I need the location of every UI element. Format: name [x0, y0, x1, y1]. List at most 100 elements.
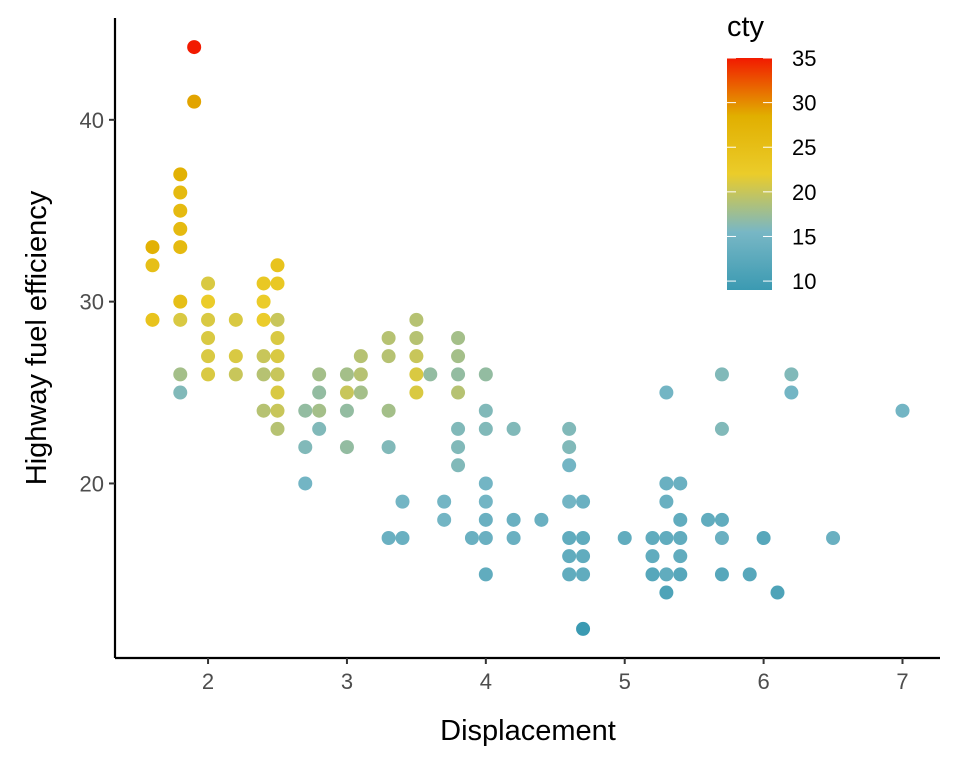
data-point: [339, 403, 354, 418]
data-point: [145, 258, 160, 273]
data-point: [173, 367, 188, 382]
legend-tick-label: 20: [792, 180, 816, 205]
data-point: [256, 349, 271, 364]
data-point: [173, 240, 188, 255]
y-tick-label: 30: [80, 290, 104, 315]
data-point: [145, 312, 160, 327]
data-point: [645, 549, 660, 564]
data-point: [298, 440, 313, 455]
points-layer: [145, 40, 910, 636]
data-point: [228, 367, 243, 382]
data-point: [478, 367, 493, 382]
data-point: [381, 331, 396, 345]
data-point: [576, 549, 591, 564]
data-point: [714, 567, 729, 582]
data-point: [506, 531, 521, 545]
data-point: [645, 567, 660, 582]
data-point: [256, 403, 271, 418]
x-tick-label: 7: [896, 669, 908, 694]
data-point: [187, 94, 202, 109]
data-point: [381, 403, 396, 418]
data-point: [451, 421, 466, 436]
data-point: [562, 494, 577, 509]
data-point: [256, 294, 271, 309]
data-point: [478, 403, 493, 418]
data-point: [478, 567, 493, 582]
data-point: [395, 494, 410, 509]
data-point: [770, 585, 785, 600]
data-point: [451, 440, 466, 455]
data-point: [409, 331, 424, 345]
data-point: [339, 367, 354, 382]
data-point: [478, 476, 493, 491]
data-point: [534, 512, 549, 527]
data-point: [201, 312, 216, 327]
data-point: [701, 512, 716, 527]
data-point: [409, 349, 424, 364]
data-point: [256, 312, 271, 327]
data-point: [270, 349, 285, 364]
data-point: [270, 312, 285, 327]
data-point: [270, 258, 285, 273]
data-point: [173, 203, 188, 218]
data-point: [256, 276, 271, 291]
data-point: [478, 512, 493, 527]
x-tick-label: 5: [619, 669, 631, 694]
legend-tick-label: 30: [792, 91, 816, 116]
y-tick-label: 20: [80, 471, 104, 496]
data-point: [409, 312, 424, 327]
data-point: [173, 312, 188, 327]
data-point: [714, 367, 729, 382]
y-ticks: 20 30 40: [80, 108, 115, 496]
data-point: [270, 331, 285, 345]
data-point: [381, 440, 396, 455]
data-point: [395, 531, 410, 545]
data-point: [659, 567, 674, 582]
data-point: [714, 531, 729, 545]
legend-tick-label: 35: [792, 46, 816, 71]
data-point: [312, 403, 327, 418]
data-point: [673, 549, 688, 564]
legend-tick-label: 10: [792, 269, 816, 294]
data-point: [201, 367, 216, 382]
data-point: [506, 421, 521, 436]
data-point: [576, 531, 591, 545]
data-point: [714, 512, 729, 527]
data-point: [826, 531, 841, 545]
data-point: [339, 385, 354, 400]
data-point: [353, 349, 368, 364]
data-point: [756, 531, 771, 545]
data-point: [409, 385, 424, 400]
data-point: [451, 331, 466, 345]
data-point: [673, 531, 688, 545]
data-point: [173, 221, 188, 236]
data-point: [478, 421, 493, 436]
data-point: [423, 367, 438, 382]
data-point: [659, 476, 674, 491]
data-point: [562, 567, 577, 582]
data-point: [437, 512, 452, 527]
data-point: [659, 585, 674, 600]
data-point: [673, 567, 688, 582]
data-point: [562, 421, 577, 436]
legend-title: cty: [727, 11, 765, 43]
data-point: [381, 349, 396, 364]
data-point: [451, 458, 466, 473]
data-point: [201, 276, 216, 291]
data-point: [895, 403, 910, 418]
data-point: [562, 440, 577, 455]
data-point: [659, 531, 674, 545]
data-point: [256, 367, 271, 382]
data-point: [353, 367, 368, 382]
data-point: [562, 458, 577, 473]
data-point: [437, 494, 452, 509]
data-point: [742, 567, 757, 582]
data-point: [576, 494, 591, 509]
data-point: [173, 385, 188, 400]
data-point: [478, 494, 493, 509]
data-point: [645, 531, 660, 545]
data-point: [381, 531, 396, 545]
data-point: [298, 403, 313, 418]
x-tick-label: 6: [757, 669, 769, 694]
x-axis-title: Displacement: [440, 715, 616, 747]
